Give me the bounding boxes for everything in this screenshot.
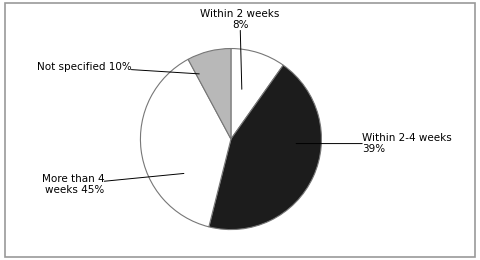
- Text: Within 2 weeks
8%: Within 2 weeks 8%: [200, 9, 280, 89]
- Wedge shape: [188, 49, 231, 139]
- Text: Not specified 10%: Not specified 10%: [36, 62, 199, 74]
- Wedge shape: [141, 59, 231, 227]
- Wedge shape: [209, 65, 322, 230]
- Text: Within 2-4 weeks
39%: Within 2-4 weeks 39%: [296, 133, 452, 154]
- Text: More than 4
weeks 45%: More than 4 weeks 45%: [42, 173, 184, 195]
- Wedge shape: [231, 49, 283, 139]
